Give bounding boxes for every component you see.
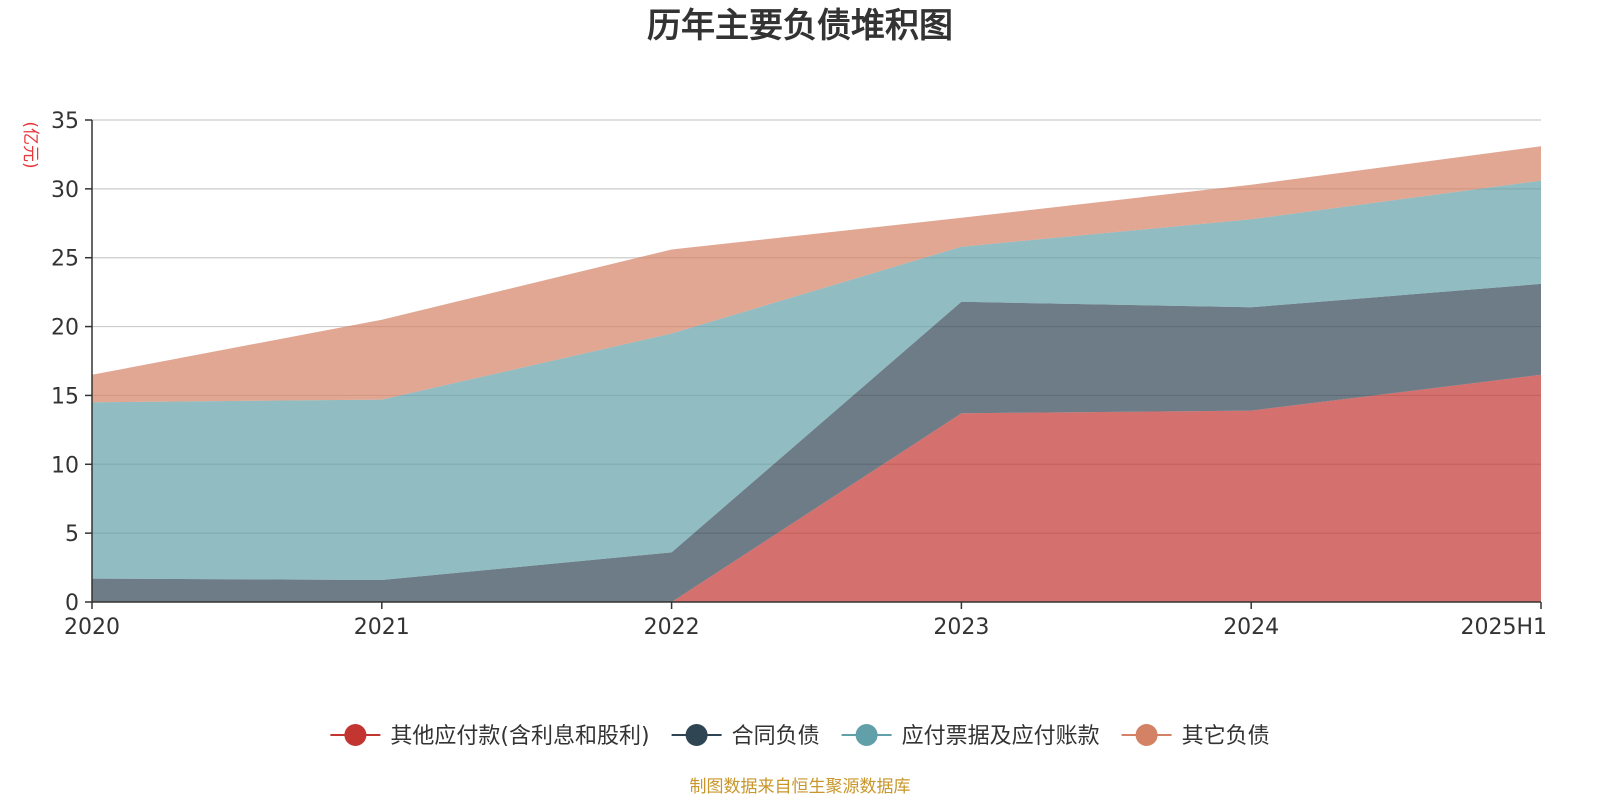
data-source-note: 制图数据来自恒生聚源数据库 (690, 777, 911, 797)
area-series-layer (92, 146, 1541, 602)
legend-circle-marker (1135, 724, 1158, 746)
x-tick-label: 2022 (644, 615, 700, 640)
x-tick-label: 2023 (933, 615, 989, 640)
y-tick-label: 0 (65, 591, 79, 616)
axes: 0 5 10 15 20 25 30 35 2020 2021 2022 2023 2024 2025H1 (51, 109, 1547, 640)
y-tick-label: 5 (65, 522, 79, 547)
legend-item[interactable]: 合同负债 (671, 724, 820, 749)
legend-item[interactable]: 应付票据及应付账款 (841, 724, 1100, 749)
y-tick-label: 35 (51, 109, 79, 134)
chart-title: 历年主要负债堆积图 (647, 6, 953, 46)
area-series (92, 283, 1541, 602)
legend-circle-marker (344, 724, 367, 746)
x-tick-label: 2021 (354, 615, 410, 640)
legend-label: 合同负债 (732, 724, 820, 749)
area-series (92, 374, 1541, 602)
x-tick-label: 2025H1 (1460, 615, 1547, 640)
legend-label: 应付票据及应付账款 (902, 724, 1100, 749)
legend-circle-marker (855, 724, 878, 746)
x-tick-label: 2024 (1223, 615, 1279, 640)
y-tick-label: 10 (51, 453, 79, 478)
area-series (92, 146, 1541, 403)
area-series (92, 180, 1541, 580)
legend-label: 其它负债 (1182, 724, 1270, 749)
legend-item[interactable]: 其他应付款(含利息和股利) (330, 724, 650, 749)
y-tick-label: 30 (51, 178, 79, 203)
x-tick-label: 2020 (64, 615, 120, 640)
legend-item[interactable]: 其它负债 (1121, 724, 1270, 749)
y-tick-label: 15 (51, 384, 79, 409)
legend: 其他应付款(含利息和股利) 合同负债 应付票据及应付账款 其它负债 (330, 724, 1270, 749)
legend-label: 其他应付款(含利息和股利) (390, 724, 649, 749)
y-axis-unit-label: (亿元) (20, 121, 40, 168)
y-tick-label: 25 (51, 247, 79, 272)
legend-circle-marker (685, 724, 708, 746)
y-tick-label: 20 (51, 316, 79, 341)
